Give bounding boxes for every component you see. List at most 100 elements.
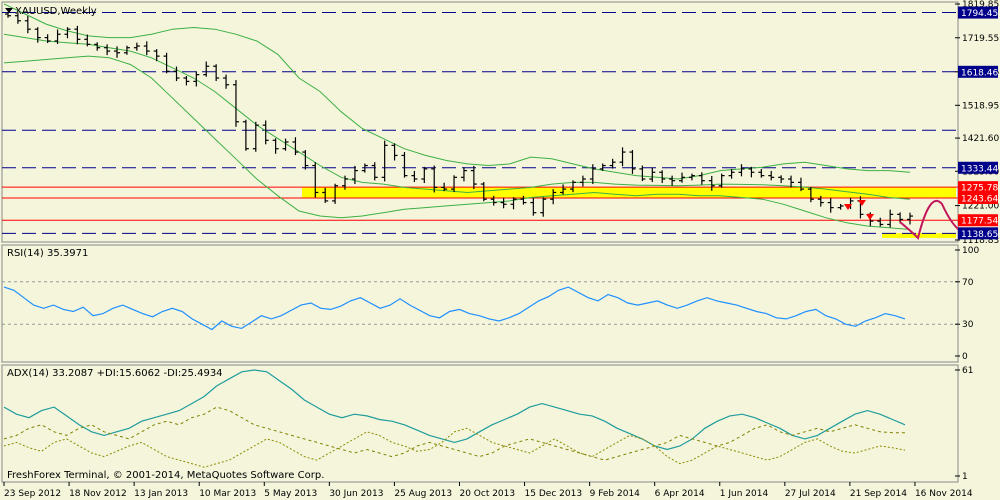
rsi-tick-label: 0 <box>962 352 968 362</box>
adx-panel: 61 1 ADX(14) 33.2087 +DI:15.6062 -DI:25.4… <box>1 364 973 483</box>
price-bar <box>718 173 725 188</box>
price-bar <box>698 172 705 185</box>
price-bar <box>232 80 239 127</box>
svg-text:1794.45: 1794.45 <box>961 9 998 19</box>
price-tick-label: 1118.83 <box>962 236 999 246</box>
price-bar <box>688 173 695 181</box>
level-label: 1275.78 <box>958 181 998 194</box>
time-tick-label: 30 Jun 2013 <box>329 489 383 499</box>
price-bar <box>609 158 616 169</box>
price-bar <box>669 175 676 186</box>
svg-text:1275.78: 1275.78 <box>961 184 998 194</box>
minus-di-line <box>3 406 905 461</box>
rsi-title: RSI(14) 35.3971 <box>7 248 88 259</box>
bollinger-upper-line <box>3 3 911 180</box>
adx-line <box>3 369 906 451</box>
price-bar <box>64 27 71 39</box>
time-tick-label: 1 Jun 2014 <box>720 489 769 499</box>
price-bar <box>302 150 309 170</box>
adx-tick-label: 61 <box>962 366 973 376</box>
price-bar <box>510 197 517 210</box>
time-tick-label: 23 Sep 2012 <box>4 489 61 499</box>
level-label: 1794.45 <box>958 6 998 19</box>
price-bar <box>381 140 388 182</box>
price-bar <box>550 189 557 205</box>
svg-text:1333.44: 1333.44 <box>961 164 998 174</box>
price-bar <box>788 175 795 188</box>
price-bar <box>54 29 61 45</box>
price-bar <box>589 164 596 185</box>
price-bar <box>411 170 418 183</box>
price-bar <box>322 187 329 203</box>
price-bar <box>560 184 567 195</box>
time-tick-label: 15 Dec 2013 <box>525 489 583 499</box>
rsi-line <box>3 286 906 331</box>
price-bar <box>768 170 775 181</box>
price-bar <box>431 165 438 193</box>
price-bar <box>252 121 259 152</box>
time-tick-label: 27 Jul 2014 <box>785 489 836 499</box>
rsi-panel-frame <box>1 244 959 363</box>
price-bar <box>797 177 804 192</box>
price-bar <box>480 182 487 202</box>
price-bar <box>907 212 913 225</box>
triangle-down-icon[interactable] <box>5 8 13 13</box>
time-axis: 23 Sep 2012 18 Nov 2012 13 Jan 2013 10 Mar … <box>3 482 973 499</box>
price-bar <box>163 52 170 74</box>
price-bar <box>262 120 269 145</box>
price-panel: 1819.851719.551618.461518.951421.601323.… <box>1 0 999 246</box>
price-bar <box>599 163 606 171</box>
time-tick-label: 25 Aug 2013 <box>394 489 452 499</box>
rsi-tick-label: 100 <box>962 246 979 256</box>
support-zone <box>302 187 956 198</box>
price-tick-label: 1819.85 <box>962 0 999 10</box>
arrow-marker-icon <box>858 200 866 206</box>
price-bar <box>897 212 904 224</box>
price-bar <box>332 183 339 204</box>
price-bar <box>728 168 735 179</box>
price-bar <box>34 27 41 43</box>
adx-panel-frame <box>1 364 959 483</box>
price-bar <box>451 175 458 193</box>
price-bar <box>579 175 586 187</box>
adx-title: ADX(14) 33.2087 +DI:15.6062 -DI:25.4934 <box>7 368 223 379</box>
price-tick-label: 1719.55 <box>962 34 999 44</box>
arrow-marker-icon <box>866 214 874 220</box>
time-tick-label: 21 Sep 2014 <box>850 489 907 499</box>
price-bar <box>282 138 289 151</box>
symbol-header: XAUUSD,Weekly <box>5 6 97 17</box>
price-bar <box>887 209 894 228</box>
price-bar <box>401 152 408 178</box>
price-bar <box>104 44 111 56</box>
copyright-text: FreshForex Terminal, © 2001-2014, MetaQu… <box>7 470 324 481</box>
price-bar <box>312 162 319 198</box>
price-bar <box>14 12 21 24</box>
price-bar <box>143 41 150 56</box>
svg-text:1177.54: 1177.54 <box>961 217 998 227</box>
price-bar <box>223 74 230 89</box>
svg-text:1138.65: 1138.65 <box>961 230 998 240</box>
rsi-panel: 100 70 30 0 RSI(14) 35.3971 <box>1 244 979 363</box>
level-label: 1618.46 <box>958 65 998 78</box>
adx-tick-label: 1 <box>962 472 968 482</box>
level-label: 1138.65 <box>958 227 998 240</box>
svg-text:1618.46: 1618.46 <box>961 68 998 78</box>
plus-di-line <box>3 427 906 468</box>
price-bar <box>203 61 210 77</box>
price-bar <box>421 166 428 184</box>
symbol-label: XAUUSD,Weekly <box>15 6 97 17</box>
price-bar <box>569 180 576 193</box>
price-bar <box>837 203 844 210</box>
time-tick-label: 10 Mar 2013 <box>199 489 256 499</box>
price-bar <box>877 217 884 227</box>
price-bar <box>153 49 160 62</box>
price-bar <box>272 138 279 154</box>
time-tick-label: 6 Apr 2014 <box>655 489 705 499</box>
price-bar <box>292 137 299 156</box>
price-bar <box>361 163 368 173</box>
price-bar <box>649 167 656 183</box>
price-bar <box>342 175 349 190</box>
